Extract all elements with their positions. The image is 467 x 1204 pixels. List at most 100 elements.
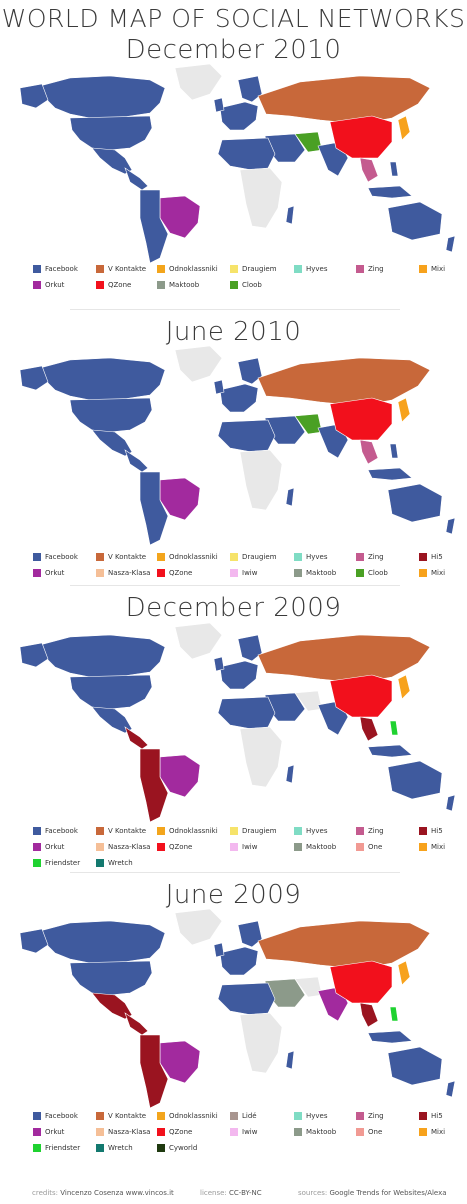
legend-swatch	[33, 265, 41, 273]
legend-label: Hi5	[431, 553, 443, 561]
legend-item: Nasza-Klasa	[96, 1128, 150, 1138]
legend-swatch	[230, 827, 238, 835]
legend-swatch	[157, 1128, 165, 1136]
legend-label: One	[368, 1128, 383, 1136]
legend-label: Facebook	[45, 553, 78, 561]
legend-item: Nasza-Klasa	[96, 843, 150, 853]
legend-swatch	[33, 827, 41, 835]
legend-swatch	[419, 569, 427, 577]
legend-label: Odnoklassniki	[169, 1112, 218, 1120]
region-china	[329, 674, 393, 718]
legend-label: Mixi	[431, 265, 446, 273]
legend-item: Zing	[356, 553, 384, 563]
region-africaS	[239, 449, 283, 511]
region-indonesia	[367, 1030, 413, 1044]
legend-label: Odnoklassniki	[169, 265, 218, 273]
legend-label: Facebook	[45, 265, 78, 273]
legend-item: Orkut	[33, 281, 64, 291]
legend-item: Maktoob	[294, 1128, 336, 1138]
legend-label: Friendster	[45, 859, 81, 867]
region-canada	[39, 634, 166, 680]
region-westeurope	[219, 383, 259, 413]
region-greenland	[174, 345, 223, 383]
region-russia	[257, 920, 431, 970]
legend-item: QZone	[157, 843, 192, 853]
region-africaS	[239, 1012, 283, 1074]
legend-item: Odnoklassniki	[157, 1112, 218, 1122]
region-australia	[387, 1046, 443, 1086]
legend-label: Wretch	[108, 859, 133, 867]
legend-swatch	[230, 1128, 238, 1136]
legend-item: Wretch	[96, 1144, 133, 1154]
region-westeurope	[219, 946, 259, 976]
legend-item: Mixi	[419, 265, 445, 275]
region-russia	[257, 357, 431, 407]
region-canada	[39, 75, 166, 121]
legend-swatch	[96, 553, 104, 561]
legend-swatch	[33, 859, 41, 867]
legend-label: Friendster	[45, 1144, 81, 1152]
legend-label: Nasza-Klasa	[108, 843, 151, 851]
legend-item: Hi5	[419, 1112, 443, 1122]
legend-swatch	[96, 265, 104, 273]
legend-item: Iwiw	[230, 569, 257, 579]
legend-label: Cloob	[242, 281, 262, 289]
legend-swatch	[294, 569, 302, 577]
region-brazil	[159, 195, 201, 239]
legend-label: Wretch	[108, 1144, 133, 1152]
legend-swatch	[33, 281, 41, 289]
legend-swatch	[157, 281, 165, 289]
legend-swatch	[356, 553, 364, 561]
legend-label: Zing	[368, 827, 384, 835]
legend-item: Orkut	[33, 1128, 64, 1138]
legend-label: Nasza-Klasa	[108, 1128, 151, 1136]
legend-label: Hyves	[306, 265, 328, 273]
region-usa	[69, 397, 153, 433]
legend-item: Facebook	[33, 1112, 78, 1122]
legend-item: Orkut	[33, 843, 64, 853]
license: license: CC-BY-NC	[200, 1189, 262, 1197]
legend-label: Hi5	[431, 1112, 443, 1120]
region-indonesia	[367, 744, 413, 758]
legend-swatch	[419, 1112, 427, 1120]
legend-label: V Kontakte	[108, 553, 147, 561]
legend-item: Hyves	[294, 265, 328, 275]
legend-label: Draugiem	[242, 553, 277, 561]
legend-item: Maktoob	[157, 281, 199, 291]
legend-label: Lidé	[242, 1112, 257, 1120]
legend-swatch	[96, 281, 104, 289]
legend-item: Zing	[356, 827, 384, 837]
legend-swatch	[157, 569, 165, 577]
legend-item: Mixi	[419, 1128, 445, 1138]
legend-item: Draugiem	[230, 553, 277, 563]
legend-label: Facebook	[45, 1112, 78, 1120]
legend-label: Odnoklassniki	[169, 827, 218, 835]
region-seasia	[359, 157, 379, 183]
region-seasia	[359, 439, 379, 465]
region-africaS	[239, 726, 283, 788]
region-westsa	[139, 1034, 169, 1108]
divider	[70, 585, 400, 586]
legend-swatch	[419, 827, 427, 835]
legend-item: Friendster	[33, 1144, 80, 1154]
region-central	[124, 1012, 149, 1036]
region-nz	[445, 794, 456, 812]
page-title: WORLD MAP OF SOCIAL NETWORKS	[1, 4, 466, 33]
region-usa	[69, 674, 153, 710]
legend-item: V Kontakte	[96, 1112, 146, 1122]
legend-item: Hi5	[419, 553, 443, 563]
legend-label: QZone	[108, 281, 132, 289]
section-title: December 2009	[125, 593, 342, 623]
region-canada	[39, 920, 166, 966]
legend-label: Zing	[368, 553, 384, 561]
legend-label: Maktoob	[306, 569, 337, 577]
region-madagascar	[285, 1050, 295, 1070]
divider	[70, 309, 400, 310]
legend-label: Maktoob	[169, 281, 200, 289]
legend-swatch	[230, 1112, 238, 1120]
legend-item: Maktoob	[294, 843, 336, 853]
world-map	[19, 63, 456, 263]
sources: sources: Google Trends for Websites/Alex…	[298, 1189, 447, 1197]
legend-swatch	[157, 843, 165, 851]
legend-swatch	[356, 1128, 364, 1136]
